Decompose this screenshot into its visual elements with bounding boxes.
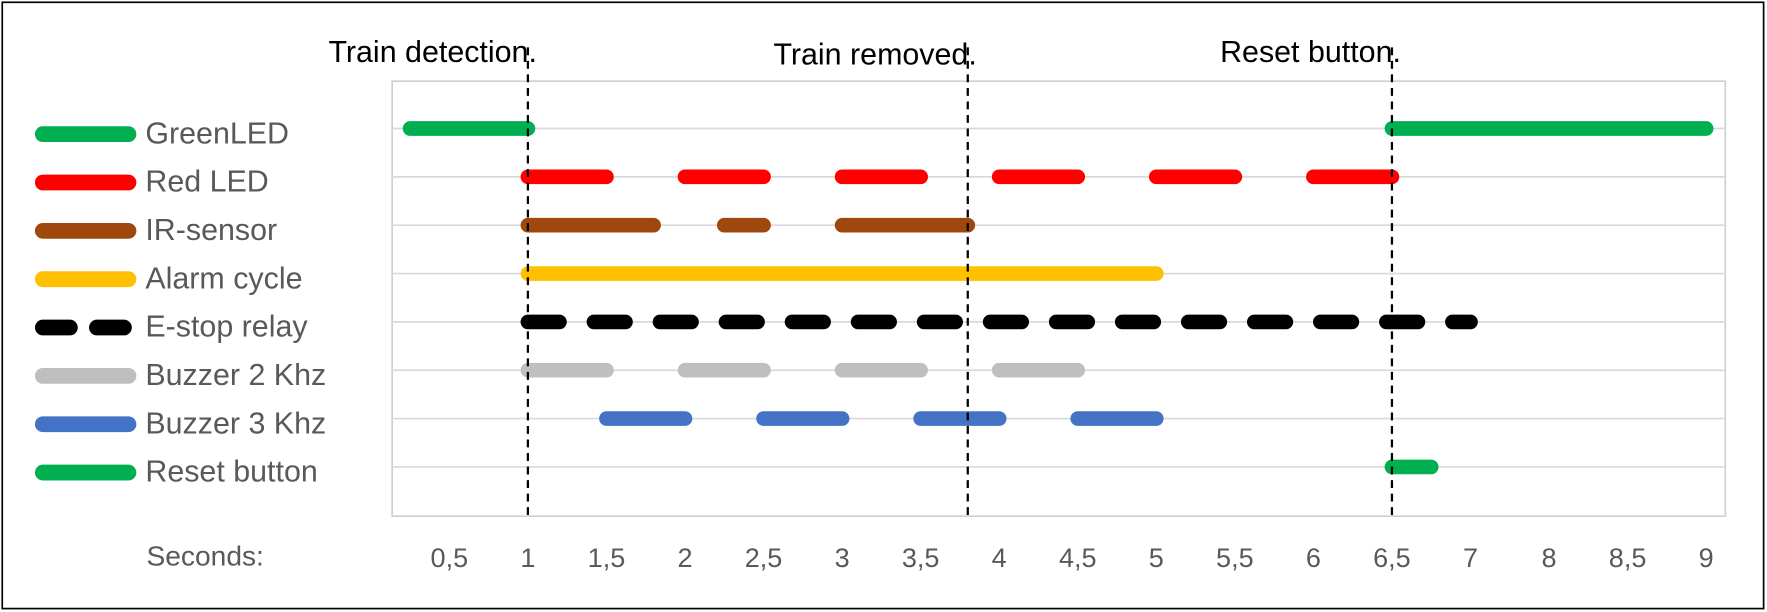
plot-area <box>391 80 1727 518</box>
legend-label: Red LED <box>145 165 268 199</box>
x-tick-label: 0,5 <box>431 543 469 573</box>
legend-label: IR-sensor <box>145 213 277 247</box>
x-tick-label: 5 <box>1149 543 1164 573</box>
legend-label: Buzzer 2 Khz <box>145 358 326 392</box>
x-tick-label: 2,5 <box>745 543 783 573</box>
legend-label: Reset button <box>145 455 317 489</box>
x-axis-label: Seconds: <box>146 539 263 571</box>
x-tick-label: 2 <box>677 543 692 573</box>
x-tick-label: 1 <box>520 543 535 573</box>
x-tick-label: 8 <box>1542 543 1557 573</box>
x-tick-label: 5,5 <box>1216 543 1254 573</box>
x-tick-label: 4,5 <box>1059 543 1097 573</box>
x-tick-label: 8,5 <box>1609 543 1647 573</box>
x-tick-label: 3 <box>835 543 850 573</box>
x-tick-label: 3,5 <box>902 543 940 573</box>
x-tick-label: 4 <box>992 543 1007 573</box>
x-tick-label: 9 <box>1699 543 1714 573</box>
x-tick-label: 6 <box>1306 543 1321 573</box>
event-label: Train removed. <box>773 37 976 71</box>
legend-label: Alarm cycle <box>145 261 302 295</box>
x-tick-label: 6,5 <box>1373 543 1411 573</box>
x-tick-label: 1,5 <box>588 543 626 573</box>
event-label: Train detection. <box>328 35 536 69</box>
legend-label: Buzzer 3 Khz <box>145 406 326 440</box>
event-label: Reset button. <box>1220 35 1401 69</box>
legend-label: E-stop relay <box>145 310 308 344</box>
legend-label: GreenLED <box>145 116 289 150</box>
x-tick-label: 7 <box>1463 543 1478 573</box>
